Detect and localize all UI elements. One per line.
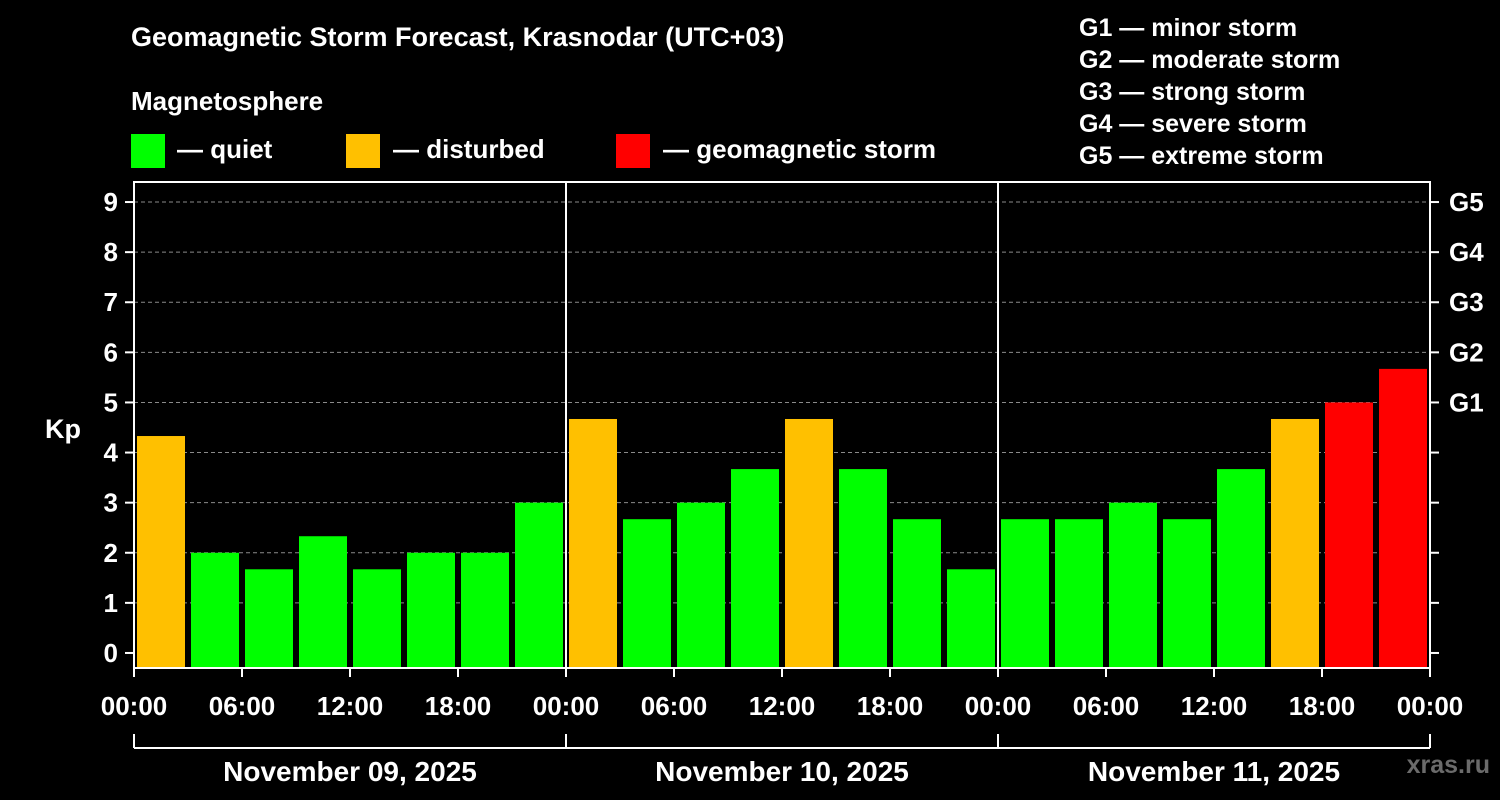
bar-2	[245, 569, 293, 668]
day-label-1: November 10, 2025	[655, 756, 909, 787]
bar-14	[893, 519, 941, 668]
x-tick-label-0: 00:00	[101, 691, 168, 721]
legend-swatch-disturbed	[346, 134, 380, 168]
x-tick-label-4: 00:00	[533, 691, 600, 721]
right-axis-label-g2: G2	[1449, 337, 1484, 367]
y-axis-label: Kp	[45, 414, 81, 444]
day-label-2: November 11, 2025	[1088, 756, 1340, 787]
g-legend-g5: G5 — extreme storm	[1079, 142, 1324, 170]
bar-23	[1379, 368, 1427, 668]
bar-13	[839, 469, 887, 668]
bar-17	[1055, 519, 1103, 668]
bar-21	[1271, 418, 1319, 668]
y-tick-label-1: 1	[104, 588, 118, 618]
x-tick-label-11: 18:00	[1289, 691, 1356, 721]
y-tick-label-9: 9	[104, 187, 118, 217]
legend-label-quiet: — quiet	[177, 134, 273, 164]
right-axis-label-g5: G5	[1449, 187, 1484, 217]
bar-0	[137, 436, 185, 668]
bar-8	[569, 418, 617, 668]
y-tick-label-3: 3	[104, 488, 118, 518]
legend-swatch-quiet	[131, 134, 165, 168]
bar-3	[299, 536, 347, 668]
bar-1	[191, 552, 239, 668]
bar-15	[947, 569, 995, 668]
bar-6	[461, 552, 509, 668]
x-tick-label-3: 18:00	[425, 691, 492, 721]
y-tick-label-0: 0	[104, 638, 118, 668]
x-tick-label-2: 12:00	[317, 691, 384, 721]
bar-4	[353, 569, 401, 668]
x-tick-label-6: 12:00	[749, 691, 816, 721]
right-axis-label-g4: G4	[1449, 237, 1484, 267]
watermark: xras.ru	[1406, 751, 1490, 779]
bar-19	[1163, 519, 1211, 668]
chart-title: Geomagnetic Storm Forecast, Krasnodar (U…	[131, 22, 785, 52]
y-tick-label-5: 5	[104, 387, 118, 417]
legend-section-title: Magnetosphere	[131, 86, 324, 116]
legend-label-storm: — geomagnetic storm	[663, 134, 937, 164]
bar-16	[1001, 519, 1049, 668]
x-tick-label-1: 06:00	[209, 691, 276, 721]
legend-swatch-storm	[616, 134, 650, 168]
y-tick-label-2: 2	[104, 538, 118, 568]
bar-11	[731, 469, 779, 668]
right-axis-label-g1: G1	[1449, 387, 1484, 417]
g-legend-g1: G1 — minor storm	[1079, 14, 1298, 42]
x-tick-label-5: 06:00	[641, 691, 708, 721]
y-tick-label-4: 4	[104, 438, 119, 468]
bar-5	[407, 552, 455, 668]
y-tick-label-7: 7	[104, 287, 118, 317]
right-axis-label-g3: G3	[1449, 287, 1484, 317]
bar-10	[677, 502, 725, 668]
x-tick-label-9: 06:00	[1073, 691, 1140, 721]
x-tick-label-12: 00:00	[1397, 691, 1464, 721]
legend-label-disturbed: — disturbed	[393, 134, 545, 164]
g-legend-g4: G4 — severe storm	[1079, 110, 1307, 138]
bar-12	[785, 418, 833, 668]
bar-20	[1217, 469, 1265, 668]
g-legend-g3: G3 — strong storm	[1079, 78, 1306, 106]
y-tick-label-8: 8	[104, 237, 118, 267]
bar-9	[623, 519, 671, 668]
g-legend-g2: G2 — moderate storm	[1079, 46, 1341, 74]
bar-7	[515, 502, 563, 668]
bar-18	[1109, 502, 1157, 668]
day-label-0: November 09, 2025	[223, 756, 477, 787]
x-tick-label-10: 12:00	[1181, 691, 1248, 721]
x-tick-label-8: 00:00	[965, 691, 1032, 721]
y-tick-label-6: 6	[104, 337, 118, 367]
bar-22	[1325, 402, 1373, 668]
x-tick-label-7: 18:00	[857, 691, 924, 721]
